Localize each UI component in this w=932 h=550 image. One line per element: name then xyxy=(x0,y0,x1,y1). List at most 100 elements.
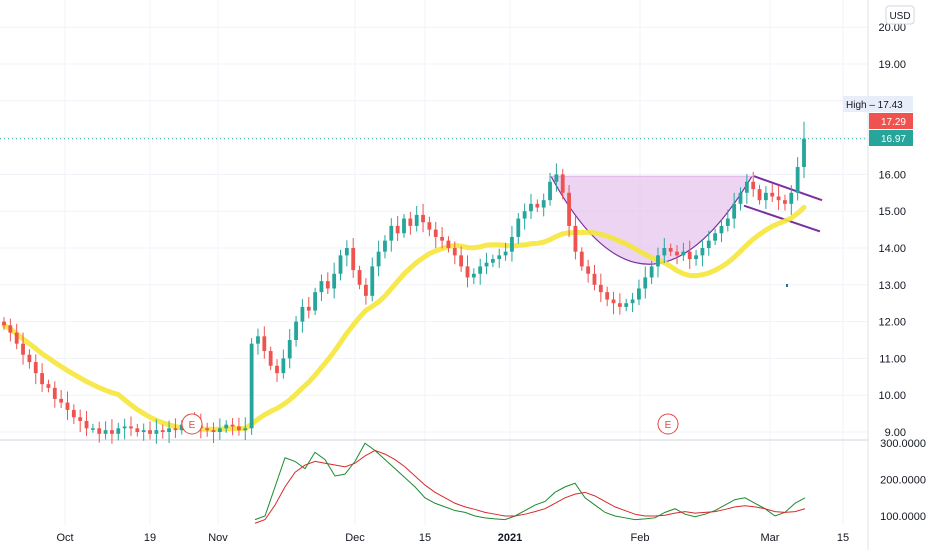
candle[interactable] xyxy=(160,424,165,439)
candle[interactable] xyxy=(84,411,89,437)
candle[interactable] xyxy=(567,185,571,237)
candle[interactable] xyxy=(592,264,597,291)
candle[interactable] xyxy=(478,258,483,285)
candle[interactable] xyxy=(433,221,438,248)
earnings-marker[interactable]: E xyxy=(181,413,203,435)
cup-fill[interactable] xyxy=(551,176,752,265)
candle[interactable] xyxy=(668,243,673,257)
candle[interactable] xyxy=(224,420,229,433)
candle[interactable] xyxy=(548,172,552,206)
candle[interactable] xyxy=(630,292,635,313)
candle[interactable] xyxy=(14,323,19,350)
candle[interactable] xyxy=(675,245,679,265)
candle[interactable] xyxy=(268,346,273,371)
candle[interactable] xyxy=(706,230,711,256)
candle[interactable] xyxy=(605,286,610,307)
candle[interactable] xyxy=(325,272,330,294)
candle[interactable] xyxy=(262,326,267,359)
candle[interactable] xyxy=(97,421,102,443)
cup-and-handle-pattern[interactable] xyxy=(550,175,823,265)
candle[interactable] xyxy=(357,265,362,290)
candle[interactable] xyxy=(624,298,629,312)
candle[interactable] xyxy=(287,328,292,369)
candle[interactable] xyxy=(275,359,279,382)
candle[interactable] xyxy=(306,296,311,319)
candle[interactable] xyxy=(338,249,343,281)
candle[interactable] xyxy=(776,185,781,211)
candle[interactable] xyxy=(529,193,533,219)
candle[interactable] xyxy=(770,183,775,202)
candle[interactable] xyxy=(643,266,648,299)
candle[interactable] xyxy=(122,418,127,440)
candle[interactable] xyxy=(764,186,768,209)
candle[interactable] xyxy=(281,349,286,379)
candle[interactable] xyxy=(783,194,787,211)
moving-average-path[interactable] xyxy=(1,204,807,432)
candle[interactable] xyxy=(103,421,108,440)
candle[interactable] xyxy=(795,157,800,201)
candle[interactable] xyxy=(497,248,502,268)
candle[interactable] xyxy=(294,316,298,347)
candle[interactable] xyxy=(364,278,368,305)
currency-label[interactable]: USD xyxy=(885,5,915,25)
candle[interactable] xyxy=(662,238,667,264)
candle[interactable] xyxy=(135,423,140,437)
candle[interactable] xyxy=(65,391,70,420)
time-axis[interactable]: Oct 19 Nov Dec 15 2021 Feb Mar 15 xyxy=(56,532,849,544)
candle[interactable] xyxy=(148,421,152,440)
candle[interactable] xyxy=(681,242,686,261)
candle[interactable] xyxy=(319,274,324,301)
candle[interactable] xyxy=(687,240,692,269)
candle[interactable] xyxy=(465,255,470,288)
candle[interactable] xyxy=(154,419,159,444)
candle[interactable] xyxy=(421,203,425,233)
candle[interactable] xyxy=(408,211,413,235)
candle[interactable] xyxy=(141,423,146,441)
candle[interactable] xyxy=(370,257,375,302)
candle[interactable] xyxy=(313,287,318,315)
candle[interactable] xyxy=(732,192,737,229)
indicator-pane[interactable] xyxy=(254,442,806,524)
candle[interactable] xyxy=(116,422,121,441)
candle[interactable] xyxy=(33,354,38,385)
candlestick-series[interactable] xyxy=(2,121,806,444)
candle[interactable] xyxy=(649,260,654,285)
indicator-line-1[interactable] xyxy=(254,442,806,521)
candle[interactable] xyxy=(598,273,603,303)
candle[interactable] xyxy=(2,317,6,330)
candle[interactable] xyxy=(256,328,260,355)
candle[interactable] xyxy=(694,249,698,266)
candle[interactable] xyxy=(579,247,584,271)
candle[interactable] xyxy=(637,279,641,306)
candle[interactable] xyxy=(446,236,451,253)
candle[interactable] xyxy=(402,214,406,238)
candle[interactable] xyxy=(27,349,32,369)
candle[interactable] xyxy=(611,291,616,315)
candle[interactable] xyxy=(217,418,222,440)
candle[interactable] xyxy=(414,206,419,232)
candle[interactable] xyxy=(484,252,489,275)
candle[interactable] xyxy=(243,417,248,441)
candle[interactable] xyxy=(516,213,521,244)
candle[interactable] xyxy=(167,420,171,444)
candle[interactable] xyxy=(744,174,749,204)
candle[interactable] xyxy=(110,419,114,444)
candle[interactable] xyxy=(78,409,83,432)
candle[interactable] xyxy=(389,218,394,252)
candle[interactable] xyxy=(237,417,241,436)
candle[interactable] xyxy=(440,227,444,249)
candle[interactable] xyxy=(173,418,178,438)
candle[interactable] xyxy=(21,332,25,365)
candle[interactable] xyxy=(40,363,44,392)
candle[interactable] xyxy=(700,240,705,267)
candle[interactable] xyxy=(344,240,349,267)
candle[interactable] xyxy=(383,235,387,259)
indicator-line-2[interactable] xyxy=(254,449,806,524)
candle[interactable] xyxy=(757,184,762,205)
candle[interactable] xyxy=(522,203,527,230)
candle[interactable] xyxy=(332,262,337,299)
candle[interactable] xyxy=(789,185,794,215)
candle[interactable] xyxy=(90,423,95,433)
handle-lower-line[interactable] xyxy=(743,204,821,233)
